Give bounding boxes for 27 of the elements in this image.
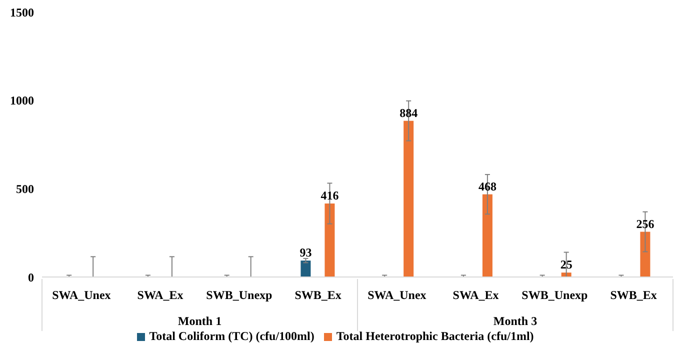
x-tick-label: SWA_Unex — [368, 288, 426, 302]
text: Month 1 — [178, 314, 222, 328]
data-label: 416 — [320, 188, 339, 203]
x-tick-label: SWB_Ex — [294, 288, 342, 302]
x-tick-label: SWB_Ex — [610, 288, 657, 302]
data-label: 25 — [560, 258, 572, 272]
y-tick-label: 1000 — [10, 94, 34, 108]
data-label: 884 — [400, 106, 418, 120]
x-tick-label: SWB_Unexp — [522, 288, 588, 302]
bar — [300, 260, 311, 277]
x-tick-label: SWA_Ex — [452, 288, 499, 302]
x-tick-label: SWA_Unex — [52, 288, 111, 302]
data-label: 468 — [478, 179, 496, 194]
text: Month 3 — [493, 314, 538, 328]
legend-label: Total Coliform (TC) (cfu/100ml) — [149, 329, 314, 343]
bar — [404, 120, 414, 277]
x-tick-label: SWB_Unexp — [206, 288, 273, 302]
bar — [482, 194, 492, 277]
x-tick-label: SWA_Ex — [137, 288, 184, 302]
bar — [324, 204, 335, 277]
legend-label: Total Heterotrophic Bacteria (cfu/1ml) — [336, 329, 534, 343]
y-tick-label: 0 — [28, 270, 34, 284]
bar — [640, 232, 650, 277]
data-label: 93 — [300, 246, 312, 260]
y-tick-label: 500 — [16, 182, 34, 196]
data-label: 256 — [636, 216, 654, 231]
y-tick-label: 1500 — [10, 5, 34, 20]
